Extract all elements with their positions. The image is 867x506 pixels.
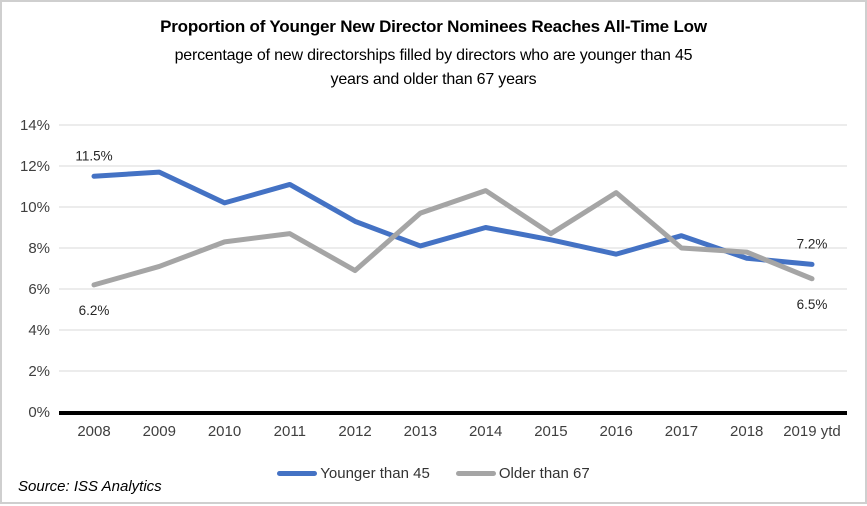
legend-item-older-than-67: Older than 67: [455, 465, 590, 482]
source-note: Source: ISS Analytics: [18, 478, 162, 495]
x-axis-tick-label: 2018: [730, 423, 763, 440]
x-axis-tick-label: 2013: [404, 423, 437, 440]
y-axis-tick-label: 12%: [20, 158, 50, 175]
chart-subtitle-line-1: percentage of new directorships filled b…: [174, 47, 693, 64]
data-label-younger-than-45-2008: 11.5%: [75, 148, 112, 163]
x-axis-tick-label: 2019 ytd: [783, 423, 841, 440]
y-axis-tick-label: 8%: [28, 240, 50, 257]
y-axis-tick-label: 14%: [20, 117, 50, 134]
x-axis-tick-label: 2014: [469, 423, 502, 440]
x-axis-tick-label: 2015: [534, 423, 567, 440]
x-axis-tick-label: 2008: [77, 423, 110, 440]
y-axis-tick-label: 0%: [28, 404, 50, 421]
data-label-older-than-67-2019 ytd: 6.5%: [797, 297, 828, 312]
x-axis-tick-label: 2011: [274, 423, 306, 440]
legend-swatch-younger-than-45: [277, 471, 318, 476]
data-label-younger-than-45-2019 ytd: 7.2%: [797, 236, 828, 251]
x-axis-tick-label: 2017: [665, 423, 698, 440]
y-axis-tick-label: 10%: [20, 199, 50, 216]
legend-swatch-older-than-67: [455, 471, 496, 476]
chart-subtitle: percentage of new directorships filled b…: [2, 44, 865, 92]
series-line-younger-than-45: [91, 169, 815, 267]
legend-item-younger-than-45: Younger than 45: [277, 465, 430, 482]
y-axis-tick-label: 4%: [28, 322, 50, 339]
legend-label-older-than-67: Older than 67: [498, 465, 590, 482]
series-line-older-than-67: [91, 188, 815, 288]
x-axis-tick-label: 2016: [599, 423, 632, 440]
data-label-older-than-67-2008: 6.2%: [79, 303, 110, 318]
x-axis-tick-label: 2012: [338, 423, 371, 440]
x-axis-tick-label: 2010: [208, 423, 241, 440]
chart-title: Proportion of Younger New Director Nomin…: [160, 17, 707, 36]
legend-label-younger-than-45: Younger than 45: [320, 465, 430, 482]
chart-legend: Younger than 45 Older than 67: [2, 465, 865, 482]
y-axis-tick-label: 6%: [28, 281, 50, 298]
x-axis-tick-label: 2009: [143, 423, 176, 440]
chart-subtitle-line-2: years and older than 67 years: [330, 71, 537, 88]
y-axis-tick-label: 2%: [28, 363, 50, 380]
